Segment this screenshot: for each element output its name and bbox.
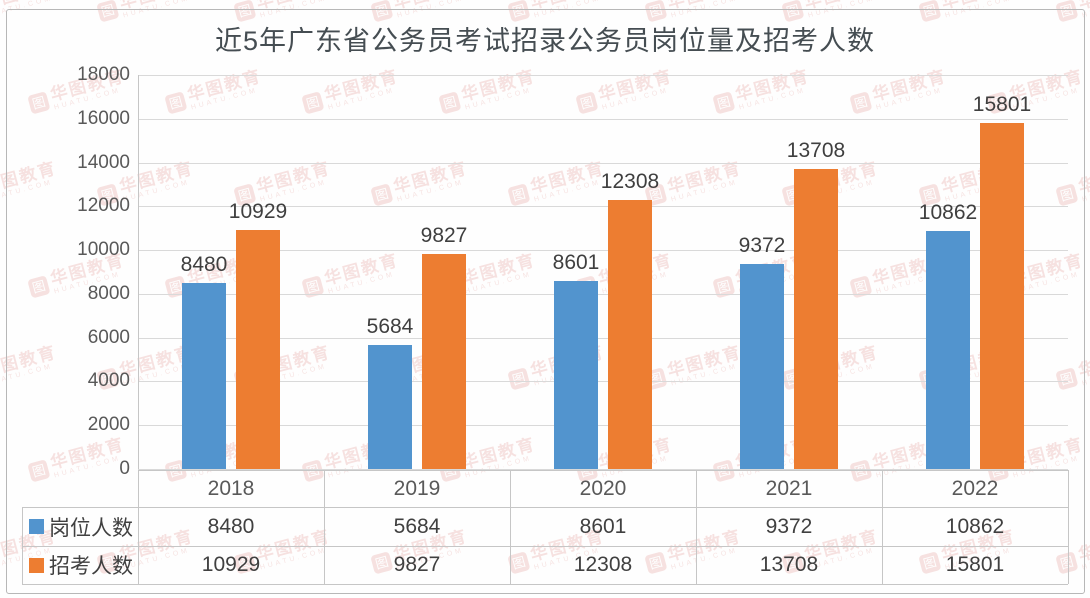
bar-applicants-2022 bbox=[980, 123, 1024, 469]
legend-label-positions: 岗位人数 bbox=[49, 516, 133, 540]
watermark-brand-text: 华图教育 bbox=[1076, 158, 1090, 197]
huatu-logo-icon: 图 bbox=[575, 91, 599, 115]
huatu-logo-icon: 图 bbox=[164, 91, 188, 115]
bar-value-positions-2018: 8480 bbox=[180, 253, 228, 276]
table-value-positions-2018: 8480 bbox=[207, 514, 255, 538]
huatu-logo-icon: 图 bbox=[712, 91, 736, 115]
x-axis-label-2019: 2019 bbox=[393, 476, 441, 500]
table-value-positions-2019: 5684 bbox=[393, 514, 441, 538]
bar-value-positions-2019: 5684 bbox=[366, 315, 414, 338]
table-border bbox=[324, 470, 325, 584]
y-axis-tick-label: 4000 bbox=[87, 370, 130, 391]
bar-positions-2022 bbox=[926, 231, 970, 469]
gridline bbox=[138, 338, 1068, 339]
bar-positions-2019 bbox=[368, 345, 412, 469]
y-axis-tick-label: 14000 bbox=[77, 152, 130, 173]
table-border bbox=[22, 546, 1068, 547]
y-axis-tick-label: 8000 bbox=[87, 283, 130, 304]
x-axis-label-2021: 2021 bbox=[765, 476, 813, 500]
bar-value-positions-2022: 10862 bbox=[918, 201, 978, 224]
gridline bbox=[138, 381, 1068, 382]
table-value-positions-2021: 9372 bbox=[765, 514, 813, 538]
gridline bbox=[138, 425, 1068, 426]
table-border bbox=[696, 470, 697, 584]
table-border bbox=[510, 470, 511, 584]
table-border bbox=[22, 507, 1068, 508]
bar-applicants-2020 bbox=[608, 200, 652, 469]
huatu-logo-icon: 图 bbox=[1055, 367, 1079, 391]
huatu-logo-icon: 图 bbox=[301, 91, 325, 115]
y-axis-tick-label: 18000 bbox=[77, 64, 130, 85]
y-axis-tick-label: 2000 bbox=[87, 414, 130, 435]
huatu-logo-icon: 图 bbox=[27, 91, 51, 115]
bar-positions-2021 bbox=[740, 264, 784, 469]
watermark-brand-text: 华图教育 bbox=[1076, 526, 1090, 565]
table-value-positions-2022: 10862 bbox=[945, 514, 1005, 538]
table-row-label-applicants: 招考人数 bbox=[22, 546, 138, 584]
y-axis-line bbox=[138, 75, 139, 469]
gridline bbox=[138, 119, 1068, 120]
bar-value-positions-2021: 9372 bbox=[738, 234, 786, 257]
table-value-applicants-2022: 15801 bbox=[945, 553, 1005, 576]
table-border bbox=[138, 470, 1068, 471]
table-row-label-positions: 岗位人数 bbox=[22, 507, 138, 546]
huatu-logo-icon: 图 bbox=[849, 91, 873, 115]
gridline bbox=[138, 250, 1068, 251]
watermark-brand-text: 华图教育 bbox=[1076, 342, 1090, 381]
table-value-positions-2020: 8601 bbox=[579, 514, 627, 538]
gridline bbox=[138, 75, 1068, 76]
huatu-logo-icon: 图 bbox=[27, 459, 51, 483]
y-axis-tick-label: 6000 bbox=[87, 327, 130, 348]
table-border bbox=[1068, 470, 1069, 584]
table-border bbox=[22, 584, 1068, 585]
bar-applicants-2018 bbox=[236, 230, 280, 469]
bar-value-applicants-2022: 15801 bbox=[972, 93, 1032, 116]
bar-positions-2018 bbox=[182, 283, 226, 469]
y-axis-tick-label: 10000 bbox=[77, 239, 130, 260]
gridline bbox=[138, 163, 1068, 164]
bar-positions-2020 bbox=[554, 281, 598, 469]
bar-value-applicants-2019: 9827 bbox=[420, 224, 468, 247]
legend-swatch-applicants bbox=[29, 557, 44, 573]
bar-value-positions-2020: 8601 bbox=[552, 251, 600, 274]
table-border bbox=[138, 470, 139, 584]
bar-value-applicants-2021: 13708 bbox=[786, 139, 846, 162]
bar-applicants-2019 bbox=[422, 254, 466, 469]
legend-label-applicants: 招考人数 bbox=[49, 555, 133, 578]
table-value-applicants-2020: 12308 bbox=[573, 553, 633, 576]
huatu-logo-icon: 图 bbox=[1055, 183, 1079, 207]
y-axis-tick-label: 0 bbox=[119, 458, 130, 479]
table-value-applicants-2021: 13708 bbox=[759, 553, 819, 576]
table-value-applicants-2018: 10929 bbox=[201, 553, 261, 576]
bar-value-applicants-2020: 12308 bbox=[600, 170, 660, 193]
gridline bbox=[138, 294, 1068, 295]
legend-swatch-positions bbox=[29, 519, 44, 534]
x-axis-label-2022: 2022 bbox=[951, 476, 999, 500]
bar-value-applicants-2018: 10929 bbox=[228, 200, 288, 223]
huatu-logo-icon: 图 bbox=[27, 275, 51, 299]
chart-title: 近5年广东省公务员考试招录公务员岗位量及招考人数 bbox=[214, 26, 875, 56]
x-axis-label-2018: 2018 bbox=[207, 476, 255, 500]
huatu-logo-icon: 图 bbox=[507, 367, 531, 391]
gridline bbox=[138, 469, 1068, 470]
table-border bbox=[22, 507, 23, 584]
huatu-logo-icon: 图 bbox=[507, 183, 531, 207]
x-axis-label-2020: 2020 bbox=[579, 476, 627, 500]
gridline bbox=[138, 206, 1068, 207]
bar-applicants-2021 bbox=[794, 169, 838, 469]
table-value-applicants-2019: 9827 bbox=[393, 553, 441, 576]
y-axis-tick-label: 16000 bbox=[77, 108, 130, 129]
y-axis-tick-label: 12000 bbox=[77, 195, 130, 216]
huatu-logo-icon: 图 bbox=[438, 91, 462, 115]
table-border bbox=[882, 470, 883, 584]
huatu-logo-icon: 图 bbox=[370, 183, 394, 207]
